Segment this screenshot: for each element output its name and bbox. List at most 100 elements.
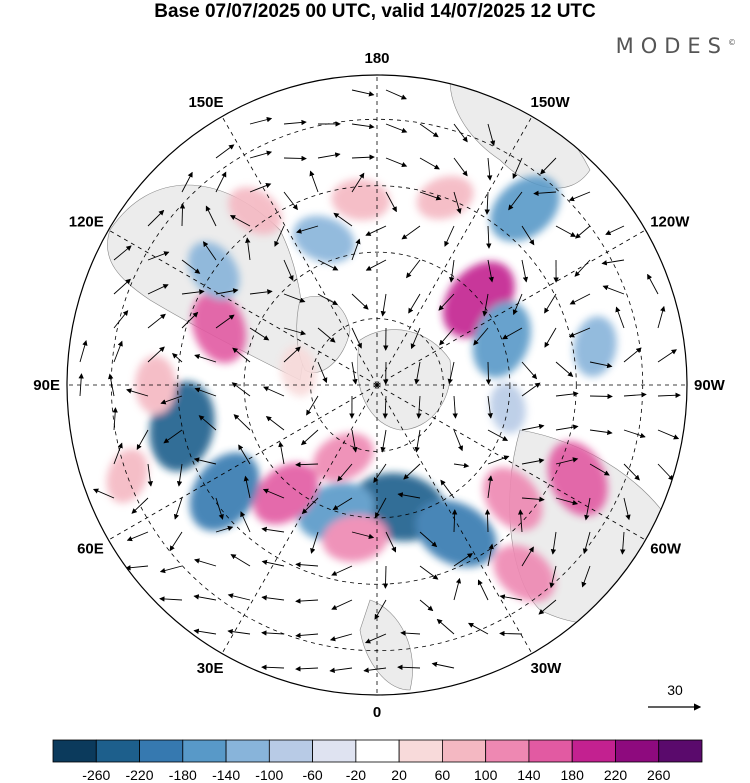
wind-arrow	[487, 395, 493, 419]
colorbar-tick-label: 180	[561, 767, 585, 783]
wind-arrow	[544, 327, 557, 348]
wind-arrow	[439, 327, 455, 346]
wind-arrow	[605, 225, 625, 235]
wind-arrow	[179, 203, 186, 227]
wind-arrow	[521, 259, 529, 283]
colorbar-swatch	[268, 739, 313, 763]
colorbar-swatch	[658, 739, 703, 763]
wind-arrow	[198, 415, 217, 431]
wind-arrow	[79, 340, 88, 363]
wind-arrow	[623, 463, 640, 481]
wind-arrow	[193, 457, 217, 465]
wind-arrow	[249, 289, 273, 295]
wind-arrow	[227, 628, 251, 635]
wind-arrow	[112, 407, 118, 431]
wind-arrow	[317, 259, 339, 271]
wind-arrow	[92, 488, 115, 499]
colorbar-tick-label: -260	[82, 767, 110, 783]
colorbar-tick-label: -60	[302, 767, 322, 783]
wind-arrow	[408, 293, 421, 314]
wind-arrow	[657, 349, 677, 363]
wind-arrow	[147, 209, 165, 227]
wind-arrow	[374, 599, 387, 620]
wind-arrow	[295, 666, 319, 672]
wind-arrow	[521, 496, 545, 503]
wind-arrow	[283, 119, 307, 126]
wind-arrow	[78, 373, 84, 397]
wind-arrow	[238, 444, 251, 465]
longitude-label: 90W	[694, 377, 726, 394]
colorbar-swatch	[182, 739, 227, 763]
wind-arrow	[160, 395, 183, 405]
wind-arrow	[453, 429, 464, 452]
wind-arrow	[113, 340, 123, 363]
wind-arrow	[512, 157, 523, 180]
anomaly-cell	[280, 345, 317, 397]
anomaly-cell	[489, 382, 526, 434]
colorbar-swatch	[441, 739, 487, 763]
wind-arrow	[657, 463, 674, 481]
wind-arrow	[306, 395, 319, 416]
wind-arrow	[555, 361, 574, 377]
longitude-label: 30W	[531, 660, 563, 677]
wind-arrow	[397, 492, 421, 499]
wind-arrow	[181, 289, 205, 295]
wind-arrow	[487, 123, 496, 147]
wind-arrow	[147, 463, 153, 487]
wind-arrow	[364, 633, 387, 644]
wind-arrow	[486, 157, 493, 181]
meridian-line	[108, 229, 378, 386]
wind-arrow	[414, 429, 421, 453]
wind-arrow	[584, 497, 591, 521]
wind-arrow	[202, 241, 217, 261]
wind-arrow	[176, 463, 183, 487]
colorbar-swatch	[615, 739, 660, 763]
wind-arrow	[581, 565, 591, 588]
wind-arrow	[549, 565, 557, 589]
wind-arrow	[414, 361, 421, 385]
meridian-line	[376, 384, 646, 541]
wind-arrow	[416, 395, 422, 419]
colorbar-tick-label: 220	[604, 767, 628, 783]
meridian-line	[376, 229, 646, 386]
wind-arrow	[181, 171, 193, 193]
wind-arrow	[194, 558, 217, 567]
wind-arrow	[453, 157, 468, 177]
wind-arrow	[406, 259, 421, 279]
wind-arrow	[351, 238, 361, 261]
wind-arrow	[449, 259, 455, 283]
wind-arrow	[310, 531, 319, 554]
wind-arrow	[263, 386, 285, 397]
wind-arrow	[232, 347, 251, 363]
wind-arrow	[131, 497, 149, 514]
wind-arrow	[351, 531, 375, 539]
meridian-line	[376, 116, 533, 386]
arctic-islands	[357, 329, 451, 431]
wind-arrow	[385, 191, 397, 213]
wind-arrow	[351, 361, 358, 385]
wind-arrow	[283, 191, 298, 211]
wind-arrow	[419, 599, 434, 612]
wind-arrow	[181, 311, 199, 329]
wind-arrow	[300, 429, 319, 446]
longitude-label: 120W	[650, 214, 690, 231]
wind-arrow	[331, 599, 353, 610]
brand-mark: ©	[728, 38, 736, 47]
wind-arrow	[380, 429, 387, 453]
meridian-line	[108, 384, 378, 541]
wind-arrow	[444, 225, 455, 247]
colorbar: -260 -220 -180 -140 -100 -60 -20 20 60 100 140 180 2…	[52, 739, 703, 783]
wind-arrow	[215, 497, 224, 520]
wind-arrow	[245, 237, 251, 261]
wind-arrow	[440, 479, 455, 499]
wind-arrow	[620, 531, 626, 555]
wind-arrow	[249, 183, 272, 193]
anomaly-cell	[322, 515, 389, 562]
wind-arrow	[453, 553, 473, 567]
wind-arrow	[582, 531, 591, 555]
wind-arrow	[249, 150, 273, 159]
wind-arrow	[265, 416, 285, 431]
colorbar-swatch	[398, 739, 443, 763]
wind-arrow	[147, 313, 166, 329]
